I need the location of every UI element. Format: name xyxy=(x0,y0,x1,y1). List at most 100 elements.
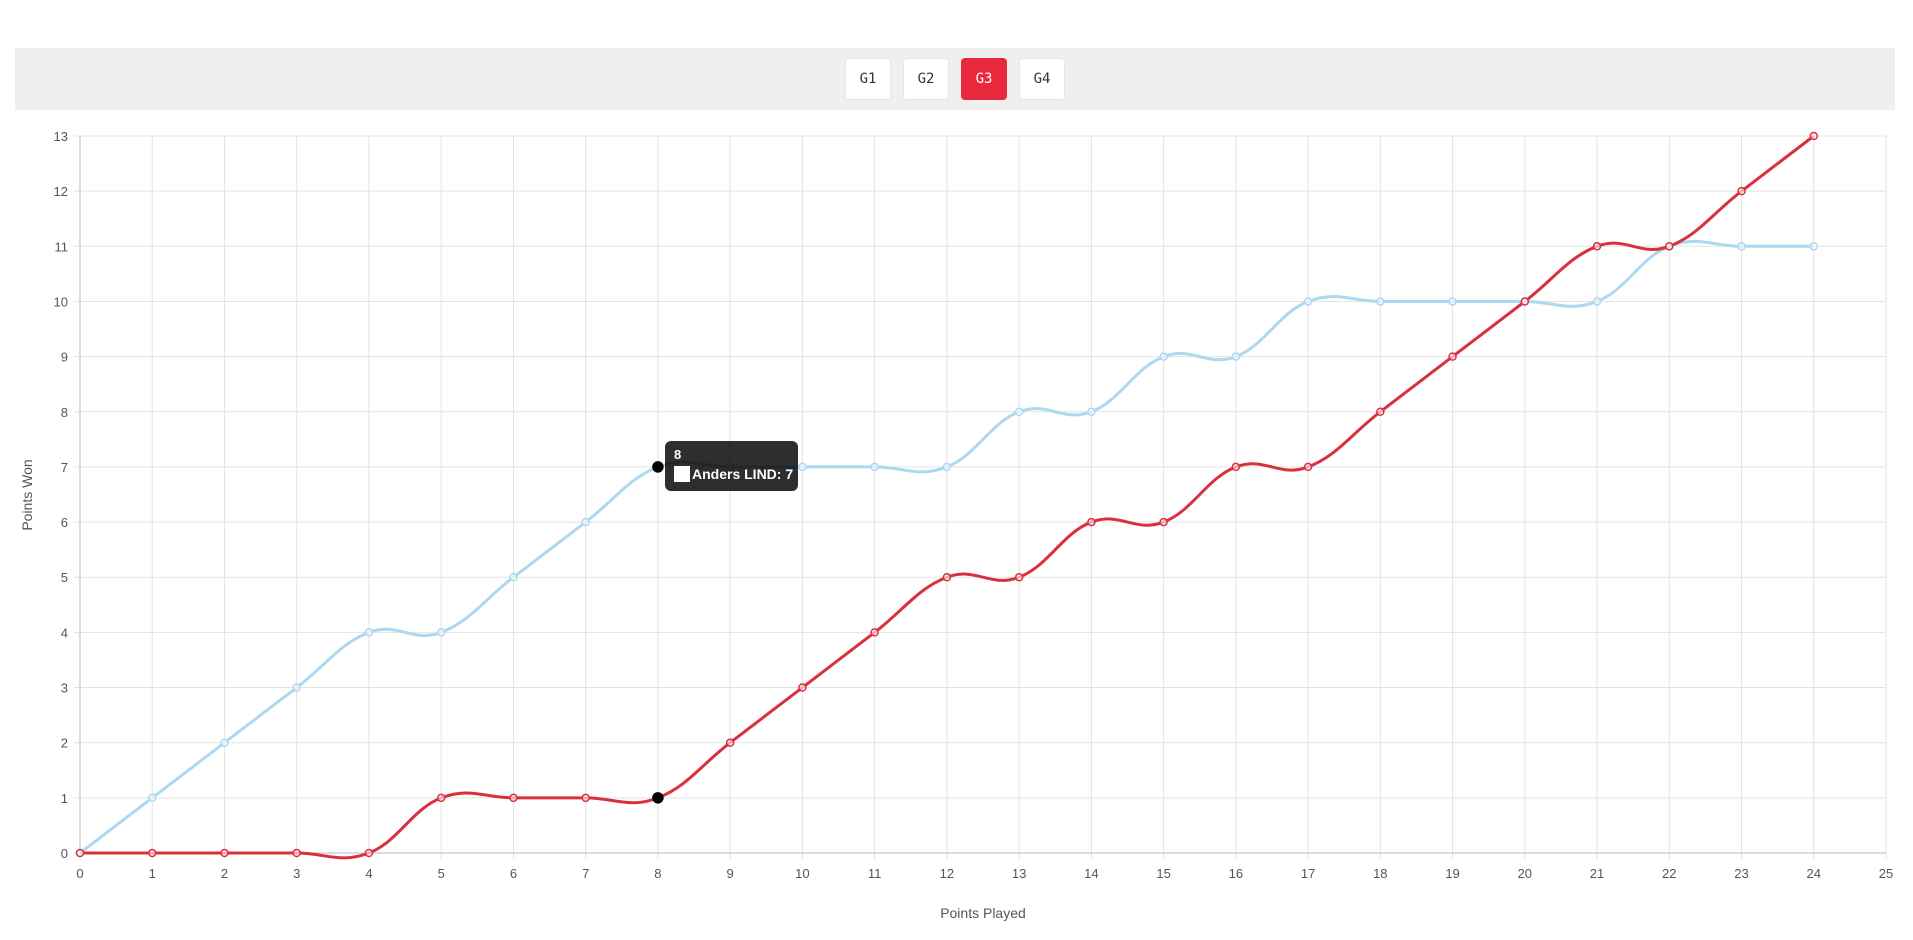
series-1-point[interactable] xyxy=(942,462,952,472)
series-2-point[interactable] xyxy=(1087,517,1096,527)
tab-g4[interactable]: G4 xyxy=(1019,58,1065,100)
series-2-point[interactable] xyxy=(1303,462,1313,472)
y-tick-label: 0 xyxy=(61,846,68,861)
y-tick-label: 10 xyxy=(54,294,68,309)
series-2-point[interactable] xyxy=(1159,517,1168,527)
series-2-point[interactable] xyxy=(147,848,157,858)
series-2-point[interactable] xyxy=(1014,572,1024,582)
x-tick-label: 20 xyxy=(1518,866,1532,881)
tab-g3[interactable]: G3 xyxy=(961,58,1007,100)
tooltip-row: Anders LIND: 7 xyxy=(674,466,793,482)
x-tick-label: 4 xyxy=(365,866,372,881)
chart-axes: 0 1 2 3 4 5 6 7 8 9 10 11 12 13 14 15 16 17 18 19 20 21 22 23 24… xyxy=(54,129,1894,881)
x-tick-label: 2 xyxy=(221,866,228,881)
series-1-point[interactable] xyxy=(147,793,157,803)
x-tick-label: 6 xyxy=(510,866,517,881)
y-tick-label: 2 xyxy=(61,736,68,751)
y-axis-label: Points Won xyxy=(19,459,35,530)
game-tab-bar: G1 G2 G3 G4 xyxy=(15,48,1895,110)
series-2-point[interactable] xyxy=(725,738,735,747)
x-tick-label: 16 xyxy=(1229,866,1243,881)
x-tick-label: 15 xyxy=(1156,866,1170,881)
series-2-point[interactable] xyxy=(1592,242,1602,251)
series-2-point[interactable] xyxy=(292,848,301,858)
series-2-point[interactable] xyxy=(1520,297,1530,306)
x-tick-label: 10 xyxy=(795,866,809,881)
tab-g1[interactable]: G1 xyxy=(845,58,891,100)
series-2-point[interactable] xyxy=(436,793,446,803)
x-tick-label: 24 xyxy=(1807,866,1821,881)
x-tick-label: 8 xyxy=(654,866,661,881)
series-2-point[interactable] xyxy=(1376,407,1385,417)
series-2-point[interactable] xyxy=(364,848,374,858)
tooltip-title: 8 xyxy=(674,447,682,462)
series-1-point[interactable] xyxy=(220,738,229,747)
series-1-point[interactable] xyxy=(1376,297,1385,306)
series-1-point[interactable] xyxy=(1592,297,1602,306)
series-1-point[interactable] xyxy=(870,462,879,472)
x-tick-label: 13 xyxy=(1012,866,1026,881)
game-tabs: G1 G2 G3 G4 xyxy=(15,58,1895,100)
x-tick-label: 1 xyxy=(149,866,156,881)
series-1-point[interactable] xyxy=(1159,352,1168,361)
y-tick-label: 12 xyxy=(54,184,68,199)
series-2-point[interactable] xyxy=(75,848,85,858)
x-tick-label: 18 xyxy=(1373,866,1387,881)
series-1-point[interactable] xyxy=(1014,407,1024,417)
x-tick-label: 21 xyxy=(1590,866,1604,881)
y-tick-label: 9 xyxy=(61,350,68,365)
series-1-point[interactable] xyxy=(652,461,664,473)
series-1-point[interactable] xyxy=(1737,242,1746,251)
x-axis-label: Points Played xyxy=(940,905,1026,921)
series-2-point[interactable] xyxy=(1665,242,1674,251)
series-2-point[interactable] xyxy=(1737,186,1746,196)
x-tick-label: 23 xyxy=(1734,866,1748,881)
series-2-point[interactable] xyxy=(509,793,518,803)
y-tick-label: 6 xyxy=(61,515,68,530)
series-1-point[interactable] xyxy=(292,683,301,692)
chart-tooltip: 8 Anders LIND: 7 xyxy=(665,441,798,491)
series-1-point[interactable] xyxy=(798,462,807,472)
series-2-point[interactable] xyxy=(942,572,952,582)
y-tick-label: 5 xyxy=(61,570,68,585)
tab-g2[interactable]: G2 xyxy=(903,58,949,100)
series-2-point[interactable] xyxy=(652,792,664,804)
series-1-point[interactable] xyxy=(364,628,374,637)
x-tick-label: 25 xyxy=(1879,866,1893,881)
x-tick-label: 7 xyxy=(582,866,589,881)
x-tick-label: 17 xyxy=(1301,866,1315,881)
tooltip-swatch xyxy=(674,466,690,482)
series-2-point[interactable] xyxy=(1809,131,1819,141)
series-2-point[interactable] xyxy=(1231,462,1241,472)
x-tick-label: 12 xyxy=(940,866,954,881)
y-tick-label: 1 xyxy=(61,791,68,806)
y-tick-label: 4 xyxy=(61,625,68,640)
series-1-point[interactable] xyxy=(1448,297,1457,306)
x-tick-label: 19 xyxy=(1445,866,1459,881)
series-1-point[interactable] xyxy=(1231,352,1241,361)
x-tick-label: 11 xyxy=(868,866,882,881)
series-1-point[interactable] xyxy=(581,517,590,527)
series-2-point[interactable] xyxy=(1448,352,1457,361)
x-tick-label: 14 xyxy=(1084,866,1098,881)
y-tick-label: 13 xyxy=(54,129,68,144)
x-tick-label: 22 xyxy=(1662,866,1676,881)
x-tick-label: 3 xyxy=(293,866,300,881)
series-1-point[interactable] xyxy=(1809,242,1819,251)
x-tick-label: 9 xyxy=(727,866,734,881)
series-1-point[interactable] xyxy=(509,572,518,582)
y-tick-label: 8 xyxy=(61,405,68,420)
series-1-point[interactable] xyxy=(1087,407,1096,417)
series-2-point[interactable] xyxy=(798,683,807,692)
y-tick-label: 7 xyxy=(61,460,68,475)
chart-points xyxy=(75,131,1819,858)
series-2-point[interactable] xyxy=(870,628,879,637)
x-tick-label: 0 xyxy=(76,866,83,881)
series-2-point[interactable] xyxy=(220,848,229,858)
tooltip-label: Anders LIND: 7 xyxy=(692,466,794,482)
series-1-point[interactable] xyxy=(1303,297,1313,306)
series-1-point[interactable] xyxy=(436,628,446,637)
series-2-point[interactable] xyxy=(581,793,590,803)
y-tick-label: 11 xyxy=(55,239,69,254)
